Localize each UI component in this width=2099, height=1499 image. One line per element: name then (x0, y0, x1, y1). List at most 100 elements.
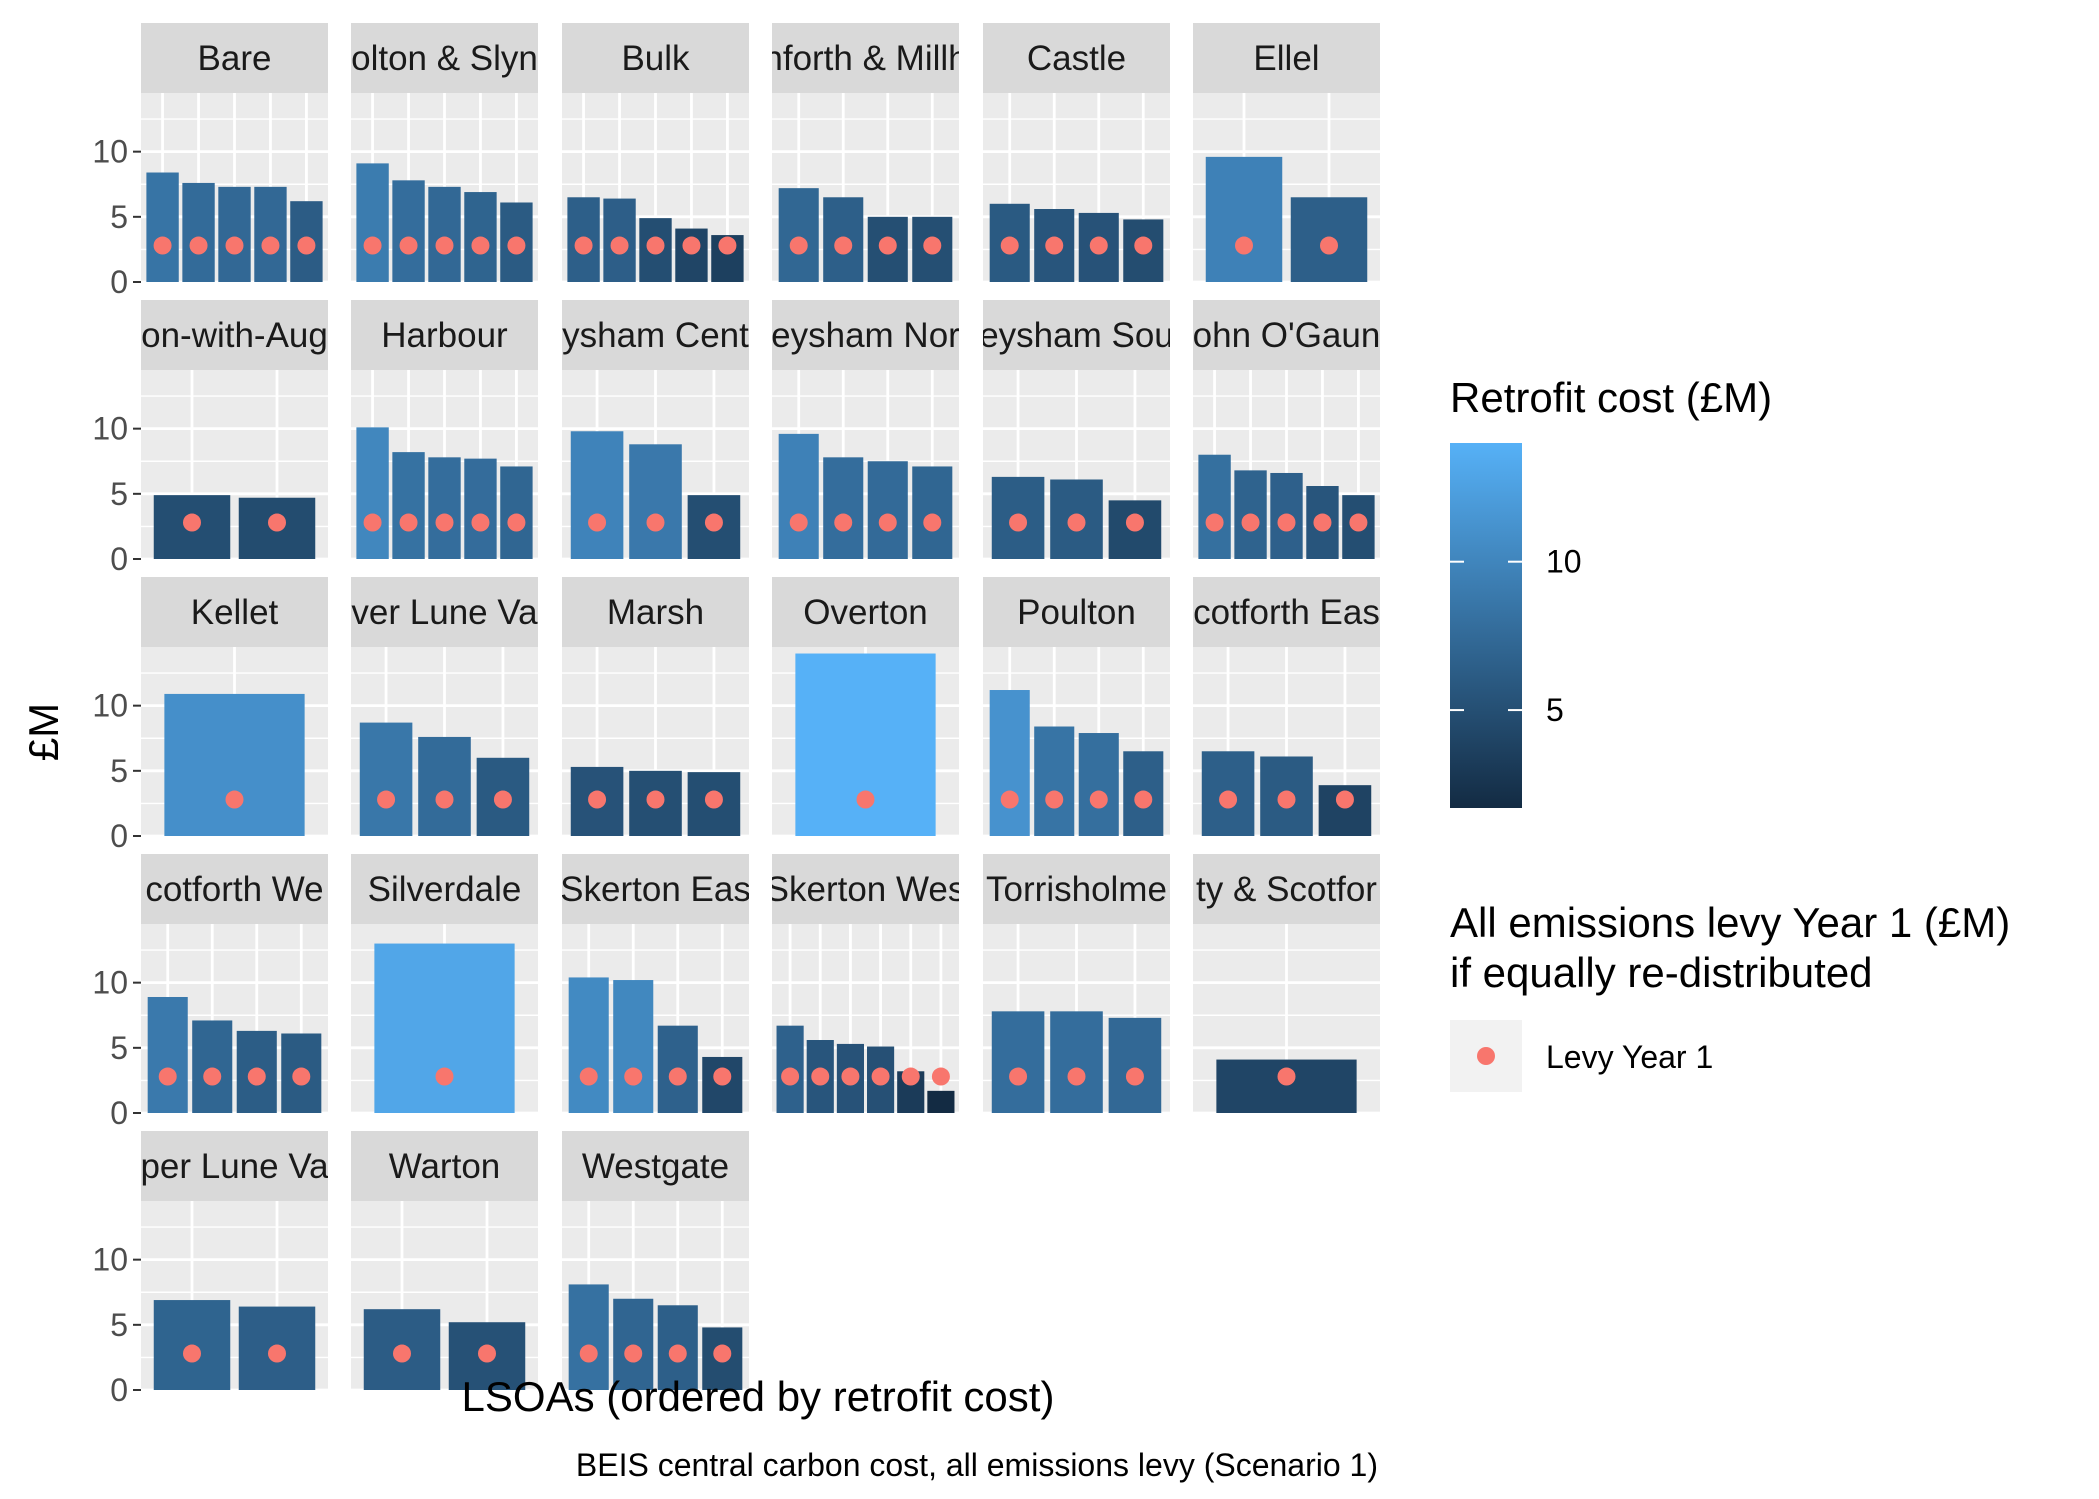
levy-point (1045, 790, 1064, 809)
y-axis-title: £M (20, 703, 67, 761)
levy-point (268, 1344, 286, 1363)
bar (867, 461, 908, 559)
levy-point (1277, 790, 1296, 809)
facet-panel: Overton (772, 577, 959, 838)
facet-panel: Skerton Eas (562, 854, 749, 1115)
bar (374, 943, 515, 1113)
bar (991, 1011, 1045, 1113)
bar (1108, 1017, 1162, 1113)
levy-point (811, 1067, 830, 1086)
levy-point (579, 1344, 598, 1363)
levy-point (183, 513, 201, 532)
y-tick-label: 0 (110, 818, 128, 854)
facet-strip-label: Marsh (607, 593, 704, 632)
facet-panel: Poulton (983, 577, 1170, 838)
levy-point (292, 1067, 311, 1086)
legend-levy: All emissions levy Year 1 (£M) if equall… (1450, 899, 2010, 1092)
facet-strip-label: Castle (1027, 39, 1126, 78)
levy-point (1320, 236, 1338, 255)
levy-point (1067, 513, 1086, 532)
facet-panel: Silverdale (351, 854, 538, 1115)
levy-point (153, 236, 172, 255)
facet-strip-label: eysham Nor (771, 316, 960, 355)
levy-point (1000, 790, 1019, 809)
levy-point (610, 236, 629, 255)
facet-panel: Harbour (351, 300, 538, 561)
bar (613, 980, 654, 1113)
levy-point (393, 1344, 411, 1363)
bar (927, 1090, 955, 1113)
levy-point (1009, 513, 1028, 532)
bar (146, 172, 179, 282)
facet-strip-label: ohn O'Gaun (1193, 316, 1381, 355)
legend-retrofit-cost: Retrofit cost (£M) 5 10 (1450, 374, 1772, 808)
facet-strip-label: eysham Sou (979, 316, 1174, 355)
facet-strip (351, 1131, 538, 1201)
facet-strip-label: Harbour (381, 316, 508, 355)
levy-point (158, 1067, 177, 1086)
y-tick-label: 5 (110, 753, 128, 789)
levy-point (435, 790, 454, 809)
facet-strip (562, 577, 749, 647)
facet-strip (141, 1131, 328, 1201)
levy-point (878, 513, 897, 532)
bar (428, 457, 461, 559)
levy-point (507, 513, 526, 532)
facet-strip (772, 300, 959, 370)
levy-point (471, 236, 490, 255)
facet-strip (983, 577, 1170, 647)
levy-point (507, 236, 526, 255)
legend-colorbar (1450, 443, 1522, 808)
bar (778, 188, 819, 282)
facet-panels: Bare 0 5 10 olton & Slyn Bulk nforth & Millh Ca… (92, 23, 1380, 1408)
levy-point (878, 236, 897, 255)
colorbar-tick-label: 5 (1546, 692, 1564, 728)
levy-point (834, 513, 853, 532)
levy-point (435, 1067, 454, 1086)
levy-point (478, 1344, 496, 1363)
levy-point (183, 1344, 201, 1363)
levy-point (399, 236, 418, 255)
levy-point (1089, 790, 1108, 809)
facet-strip-label: per Lune Va (140, 1147, 329, 1186)
facet-panel: eysham Nor (771, 300, 960, 561)
facet-strip-label: Kellet (191, 593, 279, 632)
bar (1198, 454, 1231, 559)
levy-point (435, 236, 454, 255)
bar (500, 466, 533, 559)
levy-point (704, 513, 723, 532)
levy-point (1219, 790, 1238, 809)
facet-panel: on-with-Aug 0 5 10 (92, 300, 328, 577)
bar (218, 186, 251, 282)
y-tick-label: 5 (110, 199, 128, 235)
facet-panel: olton & Slyn (351, 23, 538, 284)
legend-colorbar-ticks: 5 10 (1450, 544, 1582, 728)
y-tick-label: 5 (110, 1307, 128, 1343)
facet-panel: Warton (351, 1131, 538, 1392)
bar (1034, 726, 1075, 836)
bar (356, 163, 389, 282)
y-tick-label: 0 (110, 1372, 128, 1408)
facet-strip-label: ysham Cent (562, 316, 749, 355)
levy-point (668, 1344, 687, 1363)
facet-panel: ohn O'Gaun (1193, 300, 1381, 561)
levy-point (682, 236, 701, 255)
levy-point (189, 236, 208, 255)
levy-point (1335, 790, 1354, 809)
bar (570, 431, 624, 559)
facet-strip (1193, 300, 1380, 370)
levy-point (1067, 1067, 1086, 1086)
levy-point (1089, 236, 1108, 255)
facet-strip (351, 854, 538, 924)
levy-point (1241, 513, 1260, 532)
facet-strip-label: Torrisholme (986, 870, 1167, 909)
levy-point (1235, 236, 1253, 255)
levy-point (1134, 236, 1153, 255)
facet-panel: Bare 0 5 10 (92, 23, 328, 300)
levy-point (789, 236, 808, 255)
bar (1078, 733, 1119, 836)
levy-point (261, 236, 280, 255)
facet-strip-label: Overton (803, 593, 928, 632)
levy-point (1277, 513, 1296, 532)
